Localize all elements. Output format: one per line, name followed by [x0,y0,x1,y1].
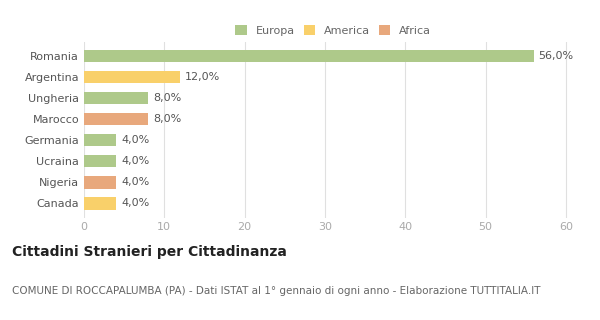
Bar [84,197,116,210]
Text: 4,0%: 4,0% [121,177,149,187]
Text: 4,0%: 4,0% [121,198,149,208]
Bar [84,134,116,147]
Text: Cittadini Stranieri per Cittadinanza: Cittadini Stranieri per Cittadinanza [12,245,287,259]
Bar [84,155,116,167]
Text: 4,0%: 4,0% [121,135,149,145]
Bar [84,50,534,62]
Text: 12,0%: 12,0% [185,72,220,82]
Bar [84,92,148,104]
Text: 56,0%: 56,0% [539,51,574,61]
Text: COMUNE DI ROCCAPALUMBA (PA) - Dati ISTAT al 1° gennaio di ogni anno - Elaborazio: COMUNE DI ROCCAPALUMBA (PA) - Dati ISTAT… [12,286,541,296]
Bar [84,176,116,188]
Text: 8,0%: 8,0% [153,114,181,124]
Legend: Europa, America, Africa: Europa, America, Africa [231,21,435,40]
Text: 8,0%: 8,0% [153,93,181,103]
Text: 4,0%: 4,0% [121,156,149,166]
Bar [84,71,181,83]
Bar [84,113,148,125]
